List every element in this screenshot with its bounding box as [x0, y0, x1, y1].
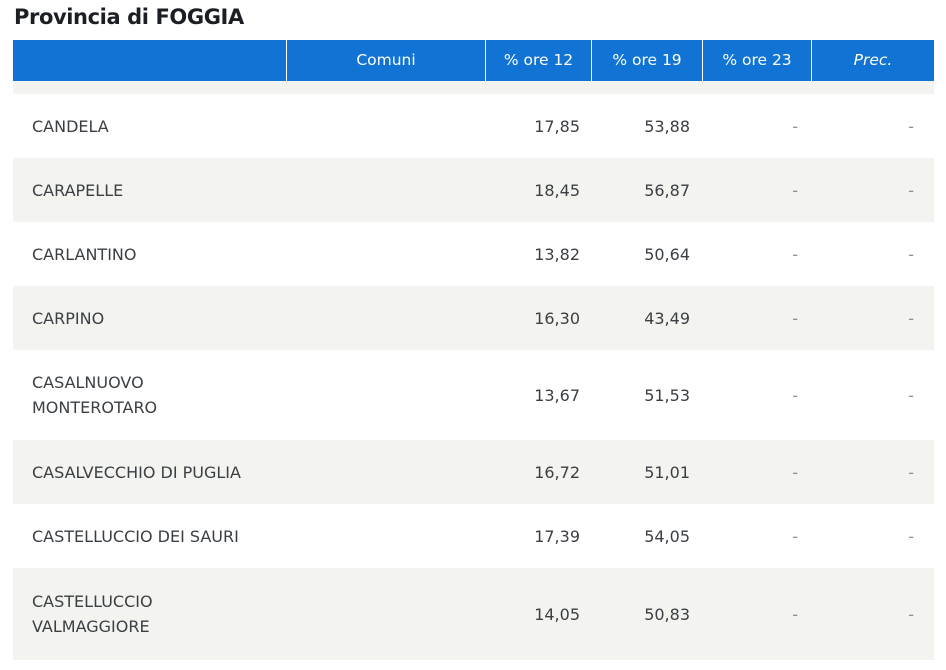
- percent-ore-23-cell: -: [792, 385, 798, 405]
- percent-ore-12-cell: 13,82: [534, 244, 580, 264]
- percent-ore-19-cell: 50,64: [644, 244, 690, 264]
- percent-ore-12-cell: 14,05: [534, 604, 580, 624]
- previous-cell: -: [908, 462, 914, 482]
- comune-cell: CASTELLUCCIO DEI SAURI: [32, 526, 239, 546]
- previous-cell: -: [908, 604, 914, 624]
- table-header: Comuni % ore 12 % ore 19 % ore 23 Prec.: [13, 40, 934, 81]
- comune-cell: CASALNUOVO MONTEROTARO: [32, 373, 158, 417]
- percent-ore-12-cell: 17,39: [534, 526, 580, 546]
- table-row: CARPINO 16,30 43,49 - -: [13, 286, 934, 350]
- percent-ore-12-cell: 13,67: [534, 385, 580, 405]
- table-row: CASALVECCHIO DI PUGLIA 16,72 51,01 - -: [13, 440, 934, 504]
- header-percent-ore-23[interactable]: % ore 23: [702, 40, 811, 81]
- percent-ore-19-cell: 51,01: [644, 462, 690, 482]
- percent-ore-19-cell: 50,83: [644, 604, 690, 624]
- province-title: Provincia di FOGGIA: [14, 5, 244, 29]
- table-row: CASTELLUCCIO DEI SAURI 17,39 54,05 - -: [13, 504, 934, 568]
- table-row: CARAPELLE 18,45 56,87 - -: [13, 158, 934, 222]
- header-previous[interactable]: Prec.: [811, 40, 934, 81]
- header-blank-cell: [13, 40, 286, 81]
- percent-ore-19-cell: 54,05: [644, 526, 690, 546]
- comune-cell: CARAPELLE: [32, 180, 124, 200]
- percent-ore-23-cell: -: [792, 116, 798, 136]
- previous-cell: -: [908, 385, 914, 405]
- percent-ore-19-cell: 56,87: [644, 180, 690, 200]
- percent-ore-12-cell: 16,30: [534, 308, 580, 328]
- percent-ore-23-cell: -: [792, 526, 798, 546]
- percent-ore-19-cell: 43,49: [644, 308, 690, 328]
- percent-ore-12-cell: 18,45: [534, 180, 580, 200]
- percent-ore-12-cell: 17,85: [534, 116, 580, 136]
- previous-cell: -: [908, 308, 914, 328]
- comune-cell: CANDELA: [32, 116, 109, 136]
- header-percent-ore-19[interactable]: % ore 19: [591, 40, 702, 81]
- percent-ore-23-cell: -: [792, 308, 798, 328]
- percent-ore-19-cell: 53,88: [644, 116, 690, 136]
- table-row: CASALNUOVO MONTEROTARO 13,67 51,53 - -: [13, 350, 934, 440]
- table-row: CANDELA 17,85 53,88 - -: [13, 94, 934, 158]
- comune-cell: CARPINO: [32, 308, 105, 328]
- percent-ore-19-cell: 51,53: [644, 385, 690, 405]
- previous-cell: -: [908, 116, 914, 136]
- percent-ore-23-cell: -: [792, 244, 798, 264]
- percent-ore-23-cell: -: [792, 180, 798, 200]
- table-row: CARLANTINO 13,82 50,64 - -: [13, 222, 934, 286]
- header-percent-ore-12[interactable]: % ore 12: [485, 40, 591, 81]
- comune-cell: CARLANTINO: [32, 244, 137, 264]
- comune-cell: CASALVECCHIO DI PUGLIA: [32, 462, 241, 482]
- percent-ore-23-cell: -: [792, 462, 798, 482]
- table-top-spacer: [13, 81, 934, 94]
- header-comuni[interactable]: Comuni: [286, 40, 485, 81]
- comune-cell: CASTELLUCCIO VALMAGGIORE: [32, 592, 153, 636]
- previous-cell: -: [908, 526, 914, 546]
- percent-ore-12-cell: 16,72: [534, 462, 580, 482]
- table-row: CASTELLUCCIO VALMAGGIORE 14,05 50,83 - -: [13, 568, 934, 660]
- previous-cell: -: [908, 180, 914, 200]
- previous-cell: -: [908, 244, 914, 264]
- results-table: Comuni % ore 12 % ore 19 % ore 23 Prec. …: [13, 40, 934, 670]
- percent-ore-23-cell: -: [792, 604, 798, 624]
